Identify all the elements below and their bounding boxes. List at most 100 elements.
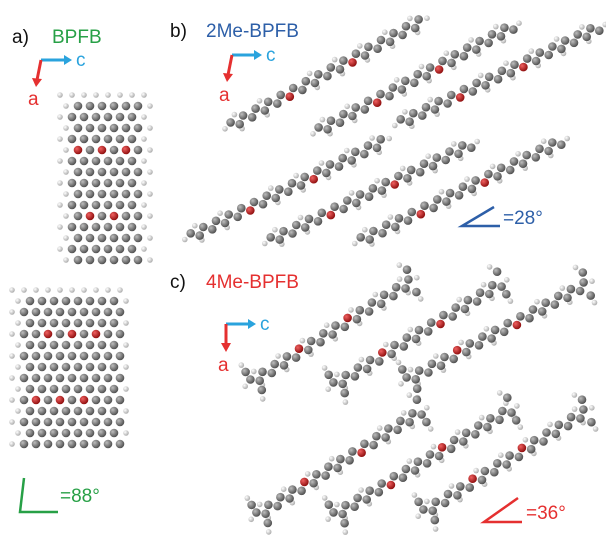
atom	[323, 125, 332, 134]
atom	[123, 298, 129, 304]
atom	[453, 491, 462, 500]
atom	[301, 76, 311, 86]
atom	[571, 406, 578, 412]
atom	[434, 96, 443, 106]
atom	[478, 332, 487, 341]
atom	[97, 211, 107, 221]
atom	[548, 138, 557, 147]
atom	[430, 515, 440, 525]
atom	[333, 463, 342, 473]
atom	[512, 320, 522, 330]
atom	[45, 287, 51, 293]
atom	[121, 123, 131, 133]
atom	[402, 109, 408, 115]
atom	[123, 320, 129, 326]
atom	[360, 51, 370, 60]
atom	[455, 93, 465, 102]
atom	[425, 450, 435, 459]
atom	[73, 362, 83, 372]
atom	[91, 307, 101, 317]
atom	[449, 354, 459, 364]
atom	[141, 158, 147, 164]
atom	[410, 466, 420, 475]
atom	[43, 395, 53, 405]
atom	[199, 222, 208, 232]
atom	[249, 197, 259, 207]
atom	[363, 141, 373, 150]
atom	[396, 416, 405, 426]
atom	[342, 399, 349, 405]
atom	[19, 417, 29, 427]
atom	[396, 115, 406, 124]
atom	[147, 213, 153, 219]
atom	[411, 492, 418, 498]
atom	[109, 145, 119, 155]
atom	[103, 200, 113, 210]
atom	[324, 500, 334, 510]
atom	[579, 405, 588, 414]
atom	[414, 274, 420, 281]
atom	[79, 307, 89, 317]
atom	[331, 321, 340, 330]
atom	[376, 299, 386, 309]
atom	[121, 101, 131, 111]
atom	[67, 439, 77, 449]
atom	[276, 492, 285, 502]
atom	[63, 169, 69, 175]
atom	[498, 406, 507, 416]
atom	[121, 255, 131, 265]
atom	[362, 364, 372, 374]
atom	[275, 185, 284, 194]
atom	[55, 329, 65, 339]
atom	[280, 486, 287, 493]
atom	[79, 417, 89, 427]
atom	[109, 101, 119, 111]
atom	[31, 417, 41, 427]
atom	[408, 409, 417, 418]
atom	[350, 502, 359, 512]
atom	[357, 448, 366, 458]
atom	[49, 340, 59, 350]
atom	[434, 451, 444, 461]
atom	[335, 118, 345, 127]
atom	[402, 333, 412, 342]
atom	[504, 277, 510, 283]
atom	[499, 327, 509, 337]
atom	[272, 226, 278, 233]
atom	[103, 395, 113, 405]
atom	[540, 138, 547, 144]
atom	[425, 153, 432, 159]
atom	[496, 163, 506, 173]
atom	[246, 375, 255, 384]
atom	[115, 373, 125, 383]
atom	[411, 334, 421, 344]
atom	[97, 255, 107, 265]
atom	[306, 336, 316, 346]
atom	[91, 244, 101, 254]
atom	[49, 318, 59, 328]
atom	[235, 119, 244, 129]
atom	[123, 430, 129, 436]
atom	[73, 233, 83, 243]
atom	[438, 56, 447, 66]
atom	[431, 497, 441, 507]
atom	[358, 487, 364, 493]
atom	[377, 186, 387, 195]
atom	[498, 452, 504, 459]
atom	[414, 15, 423, 24]
atom	[465, 483, 475, 492]
atom	[25, 340, 35, 350]
atom	[418, 63, 425, 70]
atom	[267, 368, 277, 378]
atom	[369, 440, 378, 450]
atom	[85, 255, 95, 265]
atom	[507, 298, 514, 304]
atom	[355, 190, 365, 199]
atom	[79, 222, 89, 232]
atom	[365, 486, 375, 496]
atom	[103, 178, 113, 188]
atom	[368, 184, 378, 193]
atom	[454, 149, 463, 159]
atom	[31, 395, 41, 405]
atom	[331, 56, 338, 63]
